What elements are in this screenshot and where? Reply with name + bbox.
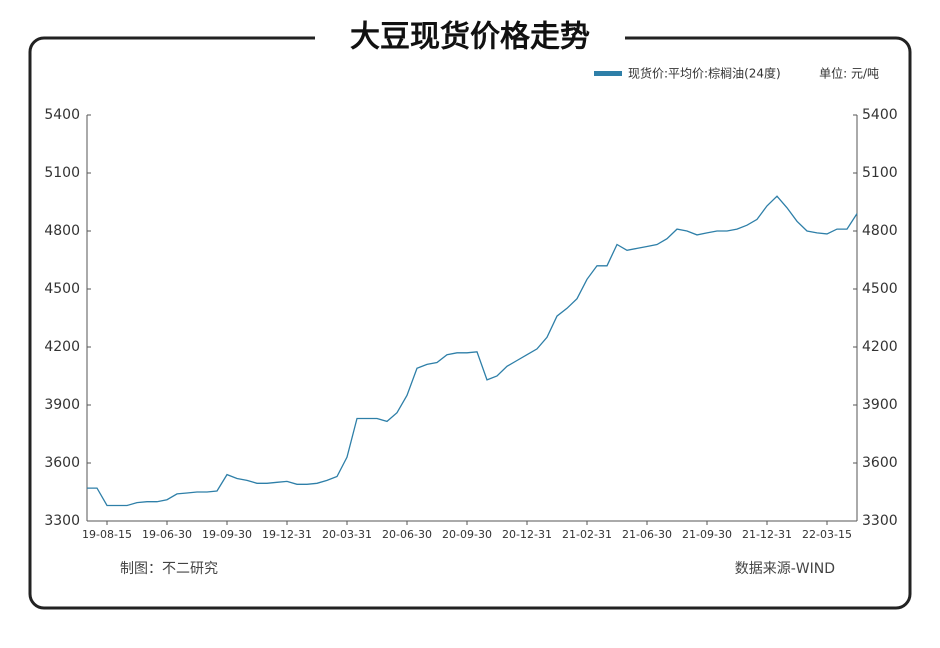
x-tick-label: 22-03-15 (802, 528, 852, 541)
title-backdrop (315, 14, 625, 64)
chart-title: 大豆现货价格走势 (350, 20, 590, 55)
y2-tick-label: 5400 (862, 107, 898, 123)
x-tick-label: 19-06-30 (142, 528, 192, 541)
y2-tick-label: 3900 (862, 397, 898, 413)
y2-tick-label: 3600 (862, 455, 898, 471)
x-tick-label: 21-09-30 (682, 528, 732, 541)
frame (28, 36, 912, 610)
x-tick-label: 21-12-31 (742, 528, 792, 541)
x-tick-label: 19-12-31 (262, 528, 312, 541)
y-tick-label: 5100 (44, 165, 80, 181)
y2-tick-label: 4500 (862, 281, 898, 297)
y-tick-label: 5400 (44, 107, 80, 123)
source: 数据来源-WIND (735, 561, 835, 577)
x-tick-label: 20-09-30 (442, 528, 492, 541)
x-tick-label: 19-09-30 (202, 528, 252, 541)
series-line (87, 195, 858, 507)
y-tick-label: 3900 (44, 397, 80, 413)
legend-swatch (594, 71, 622, 76)
x-tick-label: 20-06-30 (382, 528, 432, 541)
y-tick-label: 3600 (44, 455, 80, 471)
y2-tick-label: 5100 (862, 165, 898, 181)
y2-tick-label: 4800 (862, 223, 898, 239)
x-tick-label: 20-03-31 (322, 528, 372, 541)
x-tick-label: 20-12-31 (502, 528, 552, 541)
y2-tick-label: 3300 (862, 513, 898, 529)
x-tick-label: 21-06-30 (622, 528, 672, 541)
x-tick-label: 19-08-15 (82, 528, 132, 541)
y-tick-label: 4800 (44, 223, 80, 239)
credit: 制图：不二研究 (120, 561, 218, 577)
unit-label: 单位: 元/吨 (819, 66, 879, 81)
y-tick-label: 4200 (44, 339, 80, 355)
legend-label: 现货价:平均价:棕榈油(24度) (628, 66, 781, 81)
x-tick-label: 21-02-31 (562, 528, 612, 541)
y2-tick-label: 4200 (862, 339, 898, 355)
y-tick-label: 3300 (44, 513, 80, 529)
y-tick-label: 4500 (44, 281, 80, 297)
